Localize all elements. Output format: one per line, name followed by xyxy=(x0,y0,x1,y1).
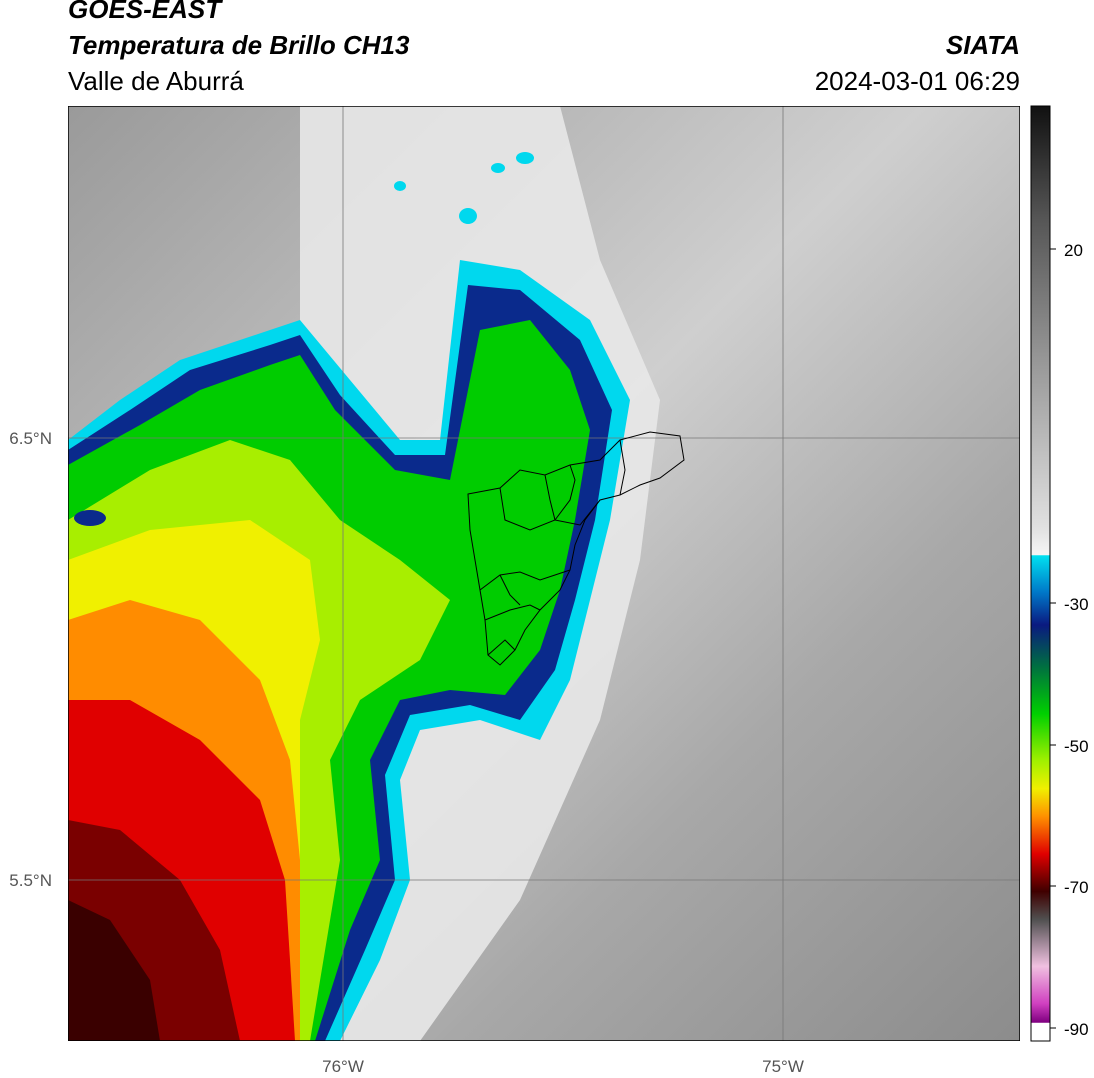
colorbar: 20 -30 -50 -70 -90 xyxy=(1030,105,1089,1042)
lon-label-76: 76°W xyxy=(322,1057,364,1076)
colorbar-tick-minus70: -70 xyxy=(1064,878,1089,897)
satellite-title: GOES-EAST xyxy=(68,0,222,24)
colorbar-tick-20: 20 xyxy=(1064,241,1083,260)
municipal-boundaries xyxy=(467,431,685,666)
colorbar-tick-minus90: -90 xyxy=(1064,1020,1089,1039)
region-subtitle: Valle de Aburrá xyxy=(68,66,244,96)
lat-label-6-5: 6.5°N xyxy=(9,429,52,448)
map-image xyxy=(68,106,1020,1041)
lon-label-75: 75°W xyxy=(762,1057,804,1076)
colorbar-tick-minus50: -50 xyxy=(1064,737,1089,756)
datetime-label: 2024-03-01 06:29 xyxy=(814,66,1020,96)
product-title: Temperatura de Brillo CH13 xyxy=(68,30,410,60)
lat-label-5-5: 5.5°N xyxy=(9,871,52,890)
colorbar-tick-minus30: -30 xyxy=(1064,595,1089,614)
agency-label: SIATA xyxy=(945,30,1020,60)
